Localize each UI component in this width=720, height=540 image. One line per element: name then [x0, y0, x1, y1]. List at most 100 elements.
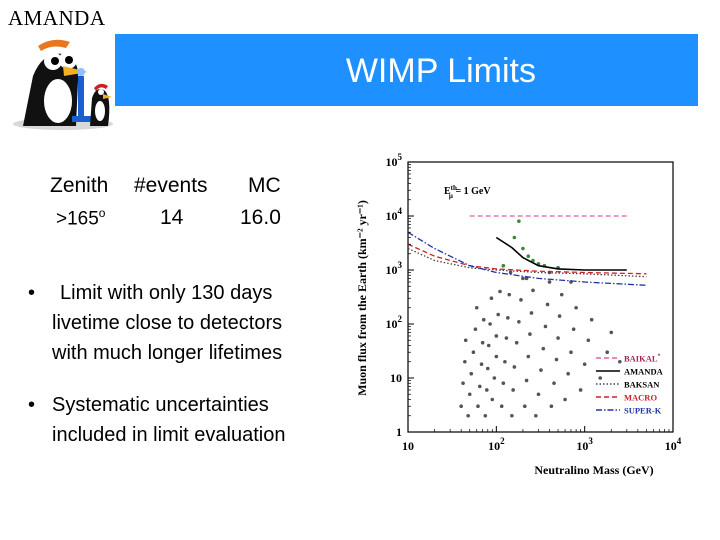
mc-header: MC [248, 174, 281, 197]
model-point [504, 336, 509, 340]
model-point [547, 280, 552, 284]
results-header-row: Zenith #events MC [50, 174, 310, 206]
y-tick-label: 102 [386, 314, 403, 331]
model-point [479, 362, 484, 367]
model-point [543, 324, 548, 329]
bullet-marker: • [28, 394, 36, 416]
model-point [511, 388, 515, 392]
limit-curve-super-k [407, 231, 647, 286]
y-tick-label: 104 [386, 206, 403, 223]
model-point [574, 305, 578, 310]
model-point [512, 365, 517, 369]
model-point [459, 404, 463, 409]
x-axis-label: Neutralino Mass (GeV) [534, 463, 653, 477]
legend-label: SUPER-K [624, 406, 662, 416]
model-point [531, 258, 535, 263]
chart-legend: BAIKAL* AMANDA BAKSAN MACRO SUPER-K [596, 354, 664, 416]
model-point [510, 413, 514, 418]
title-bar [115, 34, 698, 106]
bullet-systematics: • Systematic uncertainties included in l… [28, 390, 348, 450]
model-point [552, 381, 556, 386]
model-point [474, 305, 479, 310]
model-point [559, 292, 564, 297]
brand-name: AMANDA [8, 6, 106, 30]
x-tick-label: 103 [576, 436, 593, 453]
slide-title: WIMP Limits [345, 52, 536, 90]
model-point [506, 316, 510, 320]
model-point [499, 404, 504, 409]
model-point [586, 338, 591, 343]
model-point [512, 235, 517, 240]
model-point [529, 311, 534, 315]
model-point [541, 346, 546, 351]
bullet-line: livetime close to detectors [52, 312, 283, 334]
penguin-mascot-icon [13, 39, 113, 130]
model-point [521, 246, 525, 251]
bullet-line: Systematic uncertainties [52, 394, 269, 416]
model-point [498, 289, 502, 294]
model-point [618, 359, 622, 364]
y-axis-label: Muon flux from the Earth (km⁻² yr⁻¹) [355, 200, 369, 396]
model-point [526, 254, 531, 259]
model-point [508, 270, 513, 275]
model-point [598, 376, 603, 380]
model-point [563, 397, 567, 402]
model-point [488, 322, 492, 326]
model-point [478, 384, 482, 389]
legend-label: BAKSAN [624, 380, 660, 390]
model-point [467, 392, 472, 397]
model-point [473, 327, 478, 332]
bullet-marker: • [28, 282, 36, 304]
y-tick-label: 1 [396, 425, 402, 439]
legend-label: AMANDA [624, 367, 664, 377]
model-point [554, 357, 559, 362]
model-point [494, 334, 499, 338]
model-point [463, 359, 467, 364]
limit-curve-macro [407, 243, 647, 275]
bullet-line: with much longer lifetimes [52, 342, 283, 364]
bullet-line: Limit with only 130 days [60, 282, 273, 304]
limit-curve-baksan [407, 247, 647, 278]
limit-curve-amanda [495, 236, 627, 271]
model-point [536, 392, 541, 397]
model-point [469, 371, 474, 376]
threshold-annotation: Eth µ = 1 GeV [444, 184, 491, 200]
model-point [490, 397, 495, 402]
y-tick-label: 103 [386, 260, 403, 277]
results-value-row: >165o 14 16.0 [50, 206, 310, 238]
model-point [507, 292, 512, 297]
mc-value: 16.0 [240, 206, 281, 229]
model-point [571, 327, 576, 332]
results-table: Zenith #events MC >165o 14 16.0 [50, 174, 310, 238]
model-point [539, 368, 543, 372]
model-point [521, 276, 525, 281]
model-point [496, 312, 501, 317]
model-point [476, 404, 480, 409]
model-point [569, 350, 573, 355]
model-point [528, 332, 532, 336]
model-point [486, 343, 491, 348]
events-header: #events [134, 174, 208, 197]
model-point [549, 404, 554, 409]
bullet-livetime: • Limit with only 130 days livetime clos… [28, 278, 348, 368]
model-point [503, 359, 507, 364]
zenith-header: Zenith [50, 174, 109, 197]
zenith-value: >165o [56, 206, 106, 230]
model-point [463, 338, 468, 343]
model-point [605, 350, 610, 355]
model-point [492, 376, 497, 380]
model-point [485, 388, 489, 392]
model-point [526, 354, 531, 359]
events-value: 14 [160, 206, 184, 229]
bullet-list: • Limit with only 130 days livetime clos… [28, 278, 348, 472]
model-point [514, 340, 519, 345]
model-point [556, 336, 560, 340]
model-point [517, 219, 521, 224]
model-point [501, 381, 506, 386]
x-tick-label: 104 [665, 436, 682, 453]
model-point [480, 340, 485, 345]
legend-label: BAIKAL* [624, 354, 661, 364]
model-point [557, 314, 562, 318]
model-point [531, 288, 535, 293]
